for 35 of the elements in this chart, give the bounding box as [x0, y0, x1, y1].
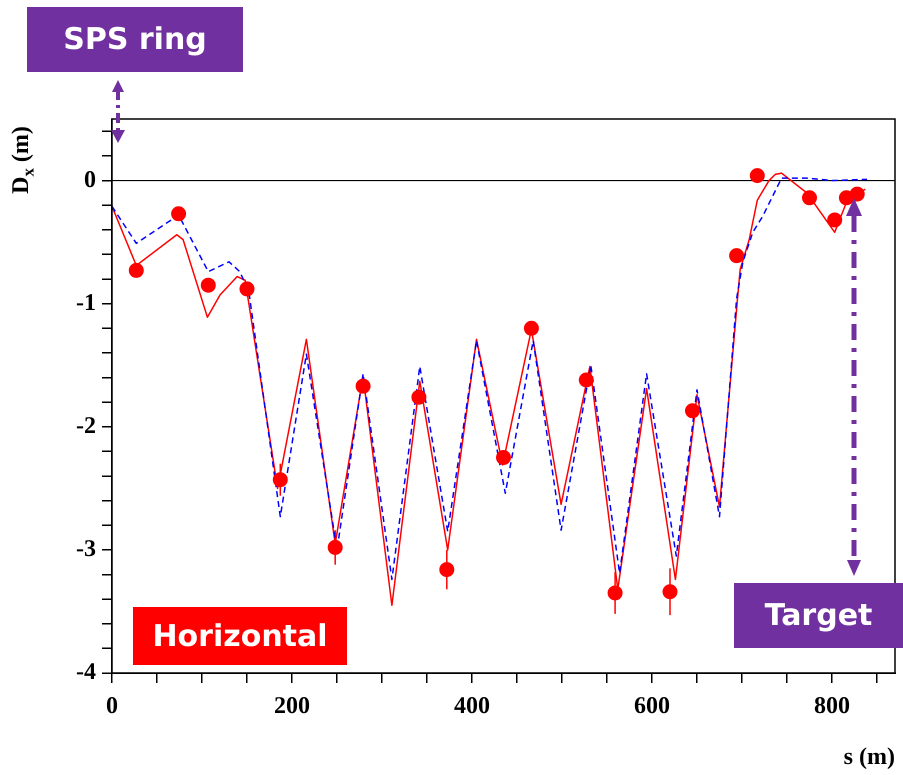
annotation: Target — [734, 583, 903, 648]
x-tick-label: 600 — [634, 693, 670, 720]
point — [750, 168, 765, 184]
annotation: Horizontal — [133, 607, 347, 665]
point — [128, 262, 144, 278]
y-tick-label: 0 — [84, 166, 96, 193]
point — [496, 450, 511, 466]
x-tick-label: 800 — [814, 693, 850, 720]
y-tick-label: -2 — [76, 412, 96, 439]
point — [171, 206, 186, 222]
point — [411, 390, 426, 405]
point — [608, 585, 623, 600]
point — [802, 190, 817, 206]
y-tick-label: -4 — [76, 659, 96, 686]
point — [328, 540, 343, 555]
text: SPS ring — [27, 7, 243, 72]
y-axis-title: Dx (m) — [8, 126, 38, 194]
point — [239, 281, 254, 296]
point — [578, 372, 594, 388]
x-tick-label: 200 — [274, 693, 310, 720]
point — [439, 562, 454, 578]
point — [524, 320, 539, 336]
x-axis-title: s (m) — [844, 744, 895, 770]
point — [685, 403, 700, 418]
point — [662, 584, 678, 600]
y-tick-label: -3 — [76, 536, 96, 562]
y-tick-label: -1 — [76, 290, 96, 316]
point — [272, 472, 288, 488]
x-tick-label: 0 — [106, 693, 118, 720]
x-tick-label: 400 — [454, 693, 490, 720]
point — [729, 248, 744, 264]
point — [200, 278, 216, 293]
point — [827, 212, 842, 228]
point — [850, 186, 865, 202]
point — [356, 378, 371, 394]
